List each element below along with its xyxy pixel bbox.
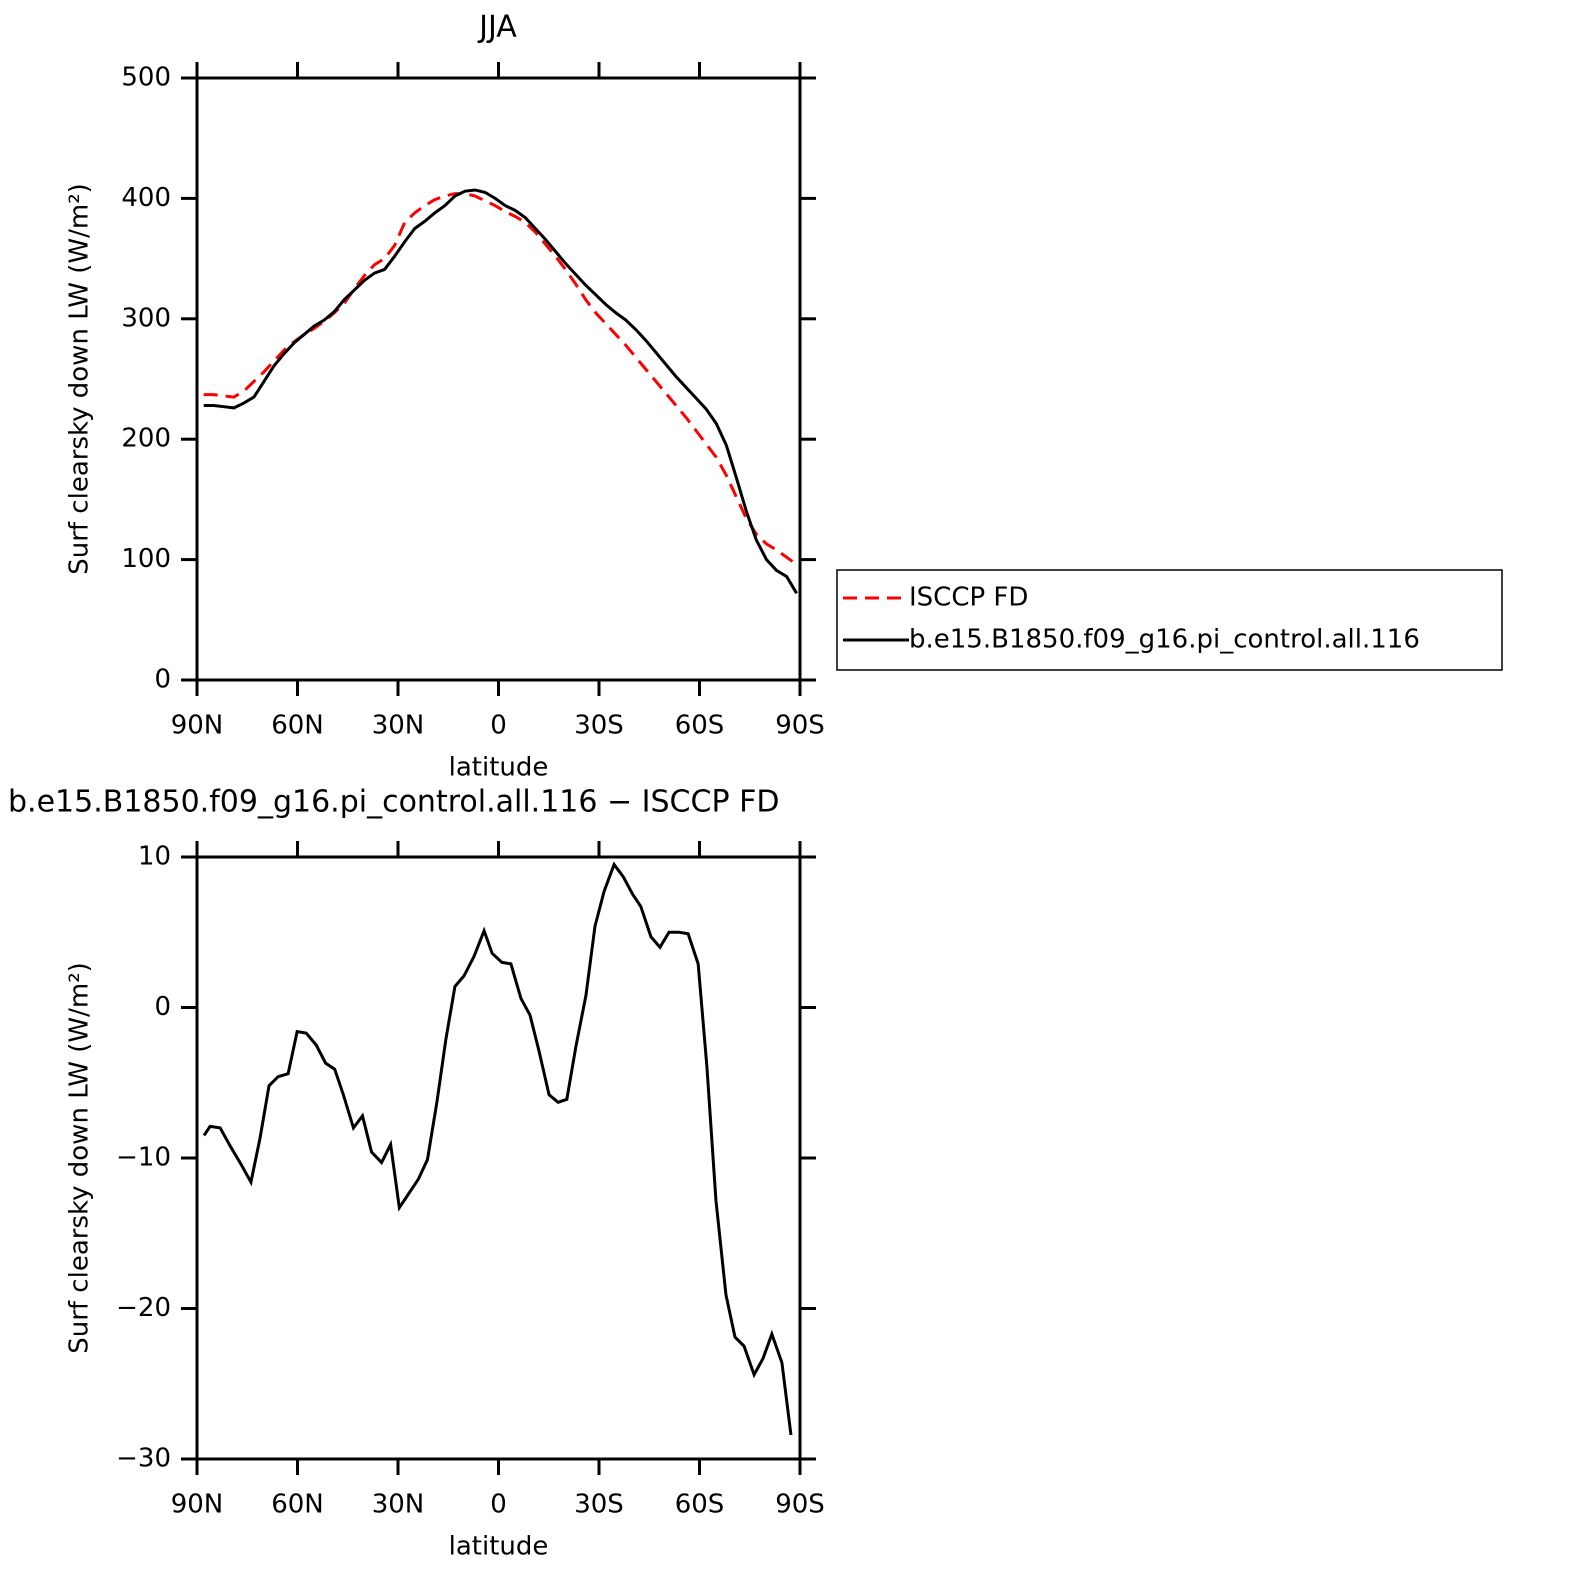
x-tick-label: 90N (171, 1490, 224, 1520)
x-tick-label: 90N (171, 711, 224, 741)
x-tick-label: 90S (775, 711, 825, 741)
x-tick-label: 60N (271, 711, 324, 741)
y-axis-label: Surf clearsky down LW (W/m²) (65, 962, 95, 1354)
chart-title: b.e15.B1850.f09_g16.pi_control.all.116 −… (8, 785, 779, 820)
data-line (202, 861, 793, 1436)
plot-frame (195, 76, 802, 682)
x-tick-label: 30S (574, 1490, 624, 1520)
x-tick-label: 60S (675, 711, 725, 741)
y-tick-label: −30 (116, 1444, 171, 1474)
y-tick-label: −10 (116, 1143, 171, 1173)
y-tick-label: 100 (121, 544, 171, 574)
data-line (203, 192, 798, 566)
x-tick-label: 30N (372, 711, 425, 741)
x-tick-label: 90S (775, 1490, 825, 1520)
y-tick-label: 200 (121, 424, 171, 454)
legend-box (836, 569, 1503, 671)
x-axis-label: latitude (449, 1532, 549, 1562)
y-axis-label: Surf clearsky down LW (W/m²) (65, 183, 95, 575)
y-tick-label: 0 (154, 665, 171, 695)
legend-label: b.e15.B1850.f09_g16.pi_control.all.116 (909, 625, 1420, 655)
y-tick-label: 10 (138, 842, 171, 872)
plot-frame (195, 855, 802, 1461)
x-tick-label: 30S (574, 711, 624, 741)
y-tick-label: 500 (121, 63, 171, 93)
legend-label: ISCCP FD (909, 583, 1028, 613)
data-line (203, 188, 798, 595)
x-tick-label: 30N (372, 1490, 425, 1520)
x-tick-label: 60N (271, 1490, 324, 1520)
x-tick-label: 60S (675, 1490, 725, 1520)
chart-title: JJA (477, 10, 517, 45)
y-tick-label: −20 (116, 1293, 171, 1323)
y-tick-label: 400 (121, 183, 171, 213)
x-tick-label: 0 (490, 1490, 507, 1520)
y-tick-label: 300 (121, 303, 171, 333)
x-axis-label: latitude (449, 753, 549, 783)
y-tick-label: 0 (154, 992, 171, 1022)
x-tick-label: 0 (490, 711, 507, 741)
